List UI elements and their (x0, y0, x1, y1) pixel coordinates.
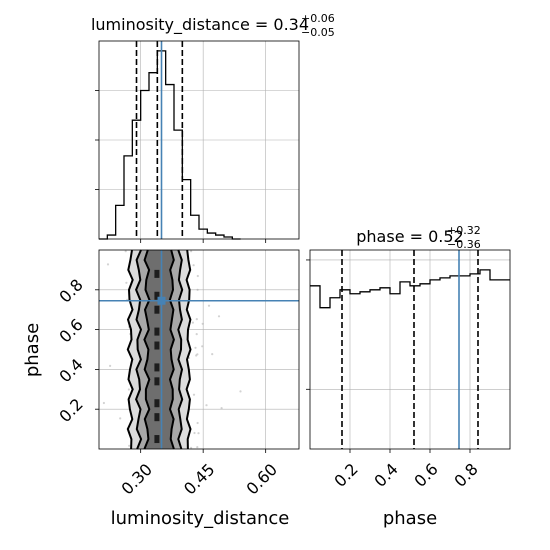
x-axis-label-phase: phase (383, 508, 437, 529)
density-core (154, 269, 160, 278)
sample-point (119, 417, 122, 420)
sample-point (195, 354, 198, 357)
sample-point (205, 404, 208, 407)
contour-line (177, 249, 184, 450)
contour-line (126, 249, 134, 450)
sample-point (124, 250, 127, 253)
phase-tick-label: 0.4 (370, 459, 401, 490)
contour-line (143, 249, 151, 450)
sample-point (207, 304, 211, 307)
y-axis-label-phase: phase (22, 323, 43, 377)
phase-y-tick-label: 0.6 (55, 315, 86, 346)
ld-title-sup: +0.06 (301, 12, 335, 25)
phase-title: phase = 0.52 (356, 227, 463, 246)
ld-tick-label: 0.60 (242, 460, 281, 499)
ld-histogram-steps (99, 50, 241, 240)
sample-point (192, 264, 195, 267)
sample-point (196, 353, 199, 356)
phase-tick-label: 0.6 (410, 459, 441, 490)
phase-hist-frame (309, 249, 511, 450)
sample-point (201, 345, 204, 348)
phase-y-tick-label: 0.4 (55, 355, 86, 386)
phase-tick-label: 0.8 (450, 459, 481, 490)
truth-marker (157, 296, 166, 305)
ld-histogram-panel: luminosity_distance = 0.34 +0.06 −0.05 (91, 12, 335, 243)
sample-point (196, 274, 199, 278)
sample-point (217, 315, 221, 318)
sample-point (192, 393, 196, 396)
sample-point (201, 322, 204, 325)
sample-point (220, 407, 223, 410)
sample-point (195, 318, 198, 321)
ld-hist-frame (98, 40, 300, 240)
sample-point (125, 281, 128, 284)
contour-frame (98, 249, 300, 450)
sample-point (193, 431, 196, 435)
density-core (154, 327, 160, 336)
sample-point (239, 390, 242, 393)
density-core (154, 435, 160, 444)
phase-histogram-steps (310, 269, 510, 309)
sample-point (196, 446, 199, 449)
sample-point (128, 444, 131, 447)
ld-title-sub: −0.05 (301, 26, 335, 39)
density-core (154, 341, 160, 350)
ld-tick-label: 0.30 (117, 460, 156, 499)
sample-point (109, 364, 112, 367)
sample-point (106, 263, 110, 266)
density-core (154, 363, 160, 372)
density-core (154, 377, 160, 386)
sample-point (211, 353, 214, 356)
sample-point (190, 250, 193, 253)
phase-y-tick-label: 0.2 (55, 395, 86, 426)
ld-tick-label: 0.45 (180, 460, 219, 499)
phase-tick-label: 0.2 (330, 459, 361, 490)
contour-line (185, 249, 192, 450)
sample-point (190, 446, 193, 449)
sample-point (197, 432, 200, 435)
contour-line (135, 249, 143, 450)
sample-point (191, 321, 194, 324)
sample-point (195, 333, 198, 336)
density-core (154, 399, 160, 408)
sample-point (102, 401, 105, 405)
density-core (154, 291, 160, 300)
density-core (154, 413, 160, 422)
ld-title: luminosity_distance = 0.34 (91, 15, 309, 35)
phase-title-sub: −0.36 (447, 238, 481, 251)
phase-histogram-panel: phase = 0.52 +0.32 −0.36 0.2 0.4 0.6 0.8 (306, 224, 511, 491)
sample-point (196, 421, 199, 425)
contour-line (168, 249, 175, 450)
x-axis-label-ld: luminosity_distance (111, 508, 290, 529)
sample-point (194, 346, 197, 349)
phase-y-tick-label: 0.8 (55, 275, 86, 306)
sample-point (196, 288, 199, 291)
phase-title-sup: +0.32 (447, 224, 481, 237)
sample-point (127, 388, 130, 391)
density-core (154, 305, 160, 314)
